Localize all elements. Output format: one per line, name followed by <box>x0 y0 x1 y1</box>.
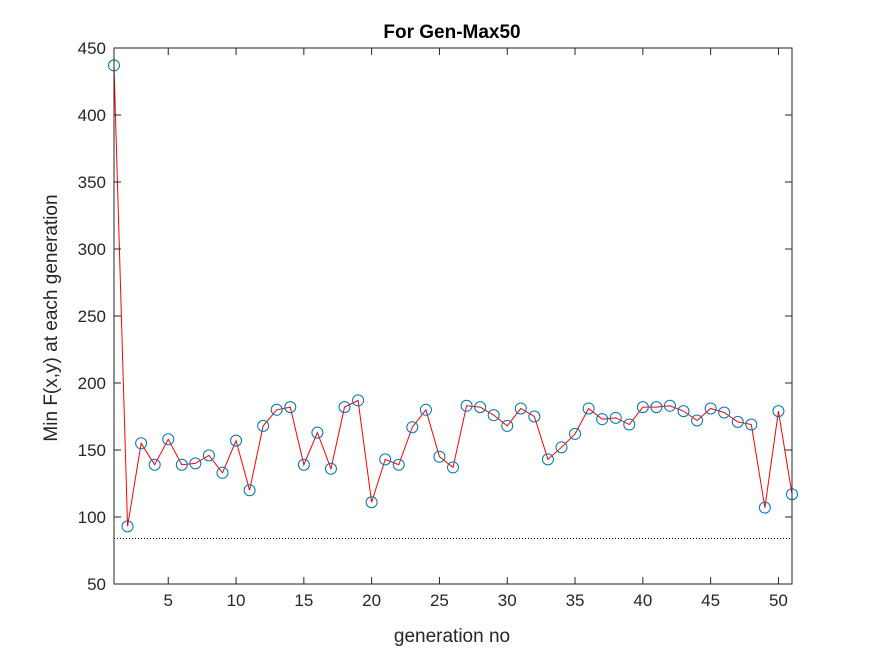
data-point-9 <box>216 466 229 479</box>
data-point-23 <box>406 421 419 434</box>
data-point-40 <box>636 401 649 414</box>
x-tick-label-45: 45 <box>701 591 720 610</box>
data-point-5 <box>162 433 175 446</box>
data-point-32 <box>528 410 541 423</box>
x-tick-label-40: 40 <box>633 591 652 610</box>
y-tick-label-50: 50 <box>87 575 106 594</box>
data-point-3 <box>135 437 148 450</box>
data-point-16 <box>311 426 324 439</box>
data-point-49 <box>758 501 771 514</box>
data-point-39 <box>623 418 636 431</box>
data-point-48 <box>745 418 758 431</box>
x-tick-label-15: 15 <box>294 591 313 610</box>
plot-background <box>114 48 792 584</box>
data-point-7 <box>189 457 202 470</box>
data-point-47 <box>731 415 744 428</box>
data-point-27 <box>460 399 473 412</box>
data-point-2 <box>121 520 134 533</box>
data-point-17 <box>324 462 337 475</box>
data-point-30 <box>501 419 514 432</box>
data-point-20 <box>365 496 378 509</box>
x-tick-label-5: 5 <box>164 591 173 610</box>
x-tick-label-25: 25 <box>430 591 449 610</box>
data-point-15 <box>297 458 310 471</box>
data-point-13 <box>270 403 283 416</box>
series-line <box>113 65 793 527</box>
y-axis-label: Min F(x,y) at each generation <box>41 194 62 441</box>
chart-title: For Gen-Max50 <box>383 22 520 43</box>
data-point-45 <box>704 402 717 415</box>
data-point-35 <box>569 427 582 440</box>
data-point-33 <box>541 453 554 466</box>
x-tick-label-30: 30 <box>498 591 517 610</box>
data-point-14 <box>284 401 297 414</box>
data-point-10 <box>230 434 243 447</box>
x-tick-label-20: 20 <box>362 591 381 610</box>
data-point-22 <box>392 458 405 471</box>
data-point-44 <box>691 414 704 427</box>
data-point-25 <box>433 450 446 463</box>
y-tick-label-150: 150 <box>78 441 106 460</box>
data-point-50 <box>772 405 785 418</box>
data-point-21 <box>379 453 392 466</box>
plot-area: 5 10 15 20 25 30 35 40 45 50 50 100 150 200 250 300 350 4… <box>78 39 798 610</box>
data-point-8 <box>202 449 215 462</box>
y-tick-label-100: 100 <box>78 508 106 527</box>
data-point-42 <box>663 399 676 412</box>
data-point-36 <box>582 402 595 415</box>
data-point-6 <box>175 458 188 471</box>
data-point-46 <box>718 406 731 419</box>
data-point-4 <box>148 458 161 471</box>
y-tick-label-300: 300 <box>78 240 106 259</box>
y-tick-label-400: 400 <box>78 106 106 125</box>
data-point-24 <box>419 403 432 416</box>
data-point-41 <box>650 401 663 414</box>
data-point-43 <box>677 405 690 418</box>
x-axis-label: generation no <box>394 626 510 647</box>
x-tick-label-50: 50 <box>769 591 788 610</box>
y-tick-label-350: 350 <box>78 173 106 192</box>
data-point-12 <box>257 419 270 432</box>
data-point-38 <box>609 411 622 424</box>
data-point-11 <box>243 484 256 497</box>
data-point-19 <box>352 394 365 407</box>
data-point-29 <box>487 409 500 422</box>
data-point-31 <box>514 402 527 415</box>
data-point-18 <box>338 401 351 414</box>
x-tick-label-10: 10 <box>227 591 246 610</box>
data-point-34 <box>555 441 568 454</box>
data-point-28 <box>474 401 487 414</box>
data-point-37 <box>596 413 609 426</box>
y-tick-label-250: 250 <box>78 307 106 326</box>
x-tick-label-35: 35 <box>566 591 585 610</box>
y-tick-label-200: 200 <box>78 374 106 393</box>
data-point-26 <box>447 461 459 474</box>
y-tick-label-450: 450 <box>78 39 106 58</box>
